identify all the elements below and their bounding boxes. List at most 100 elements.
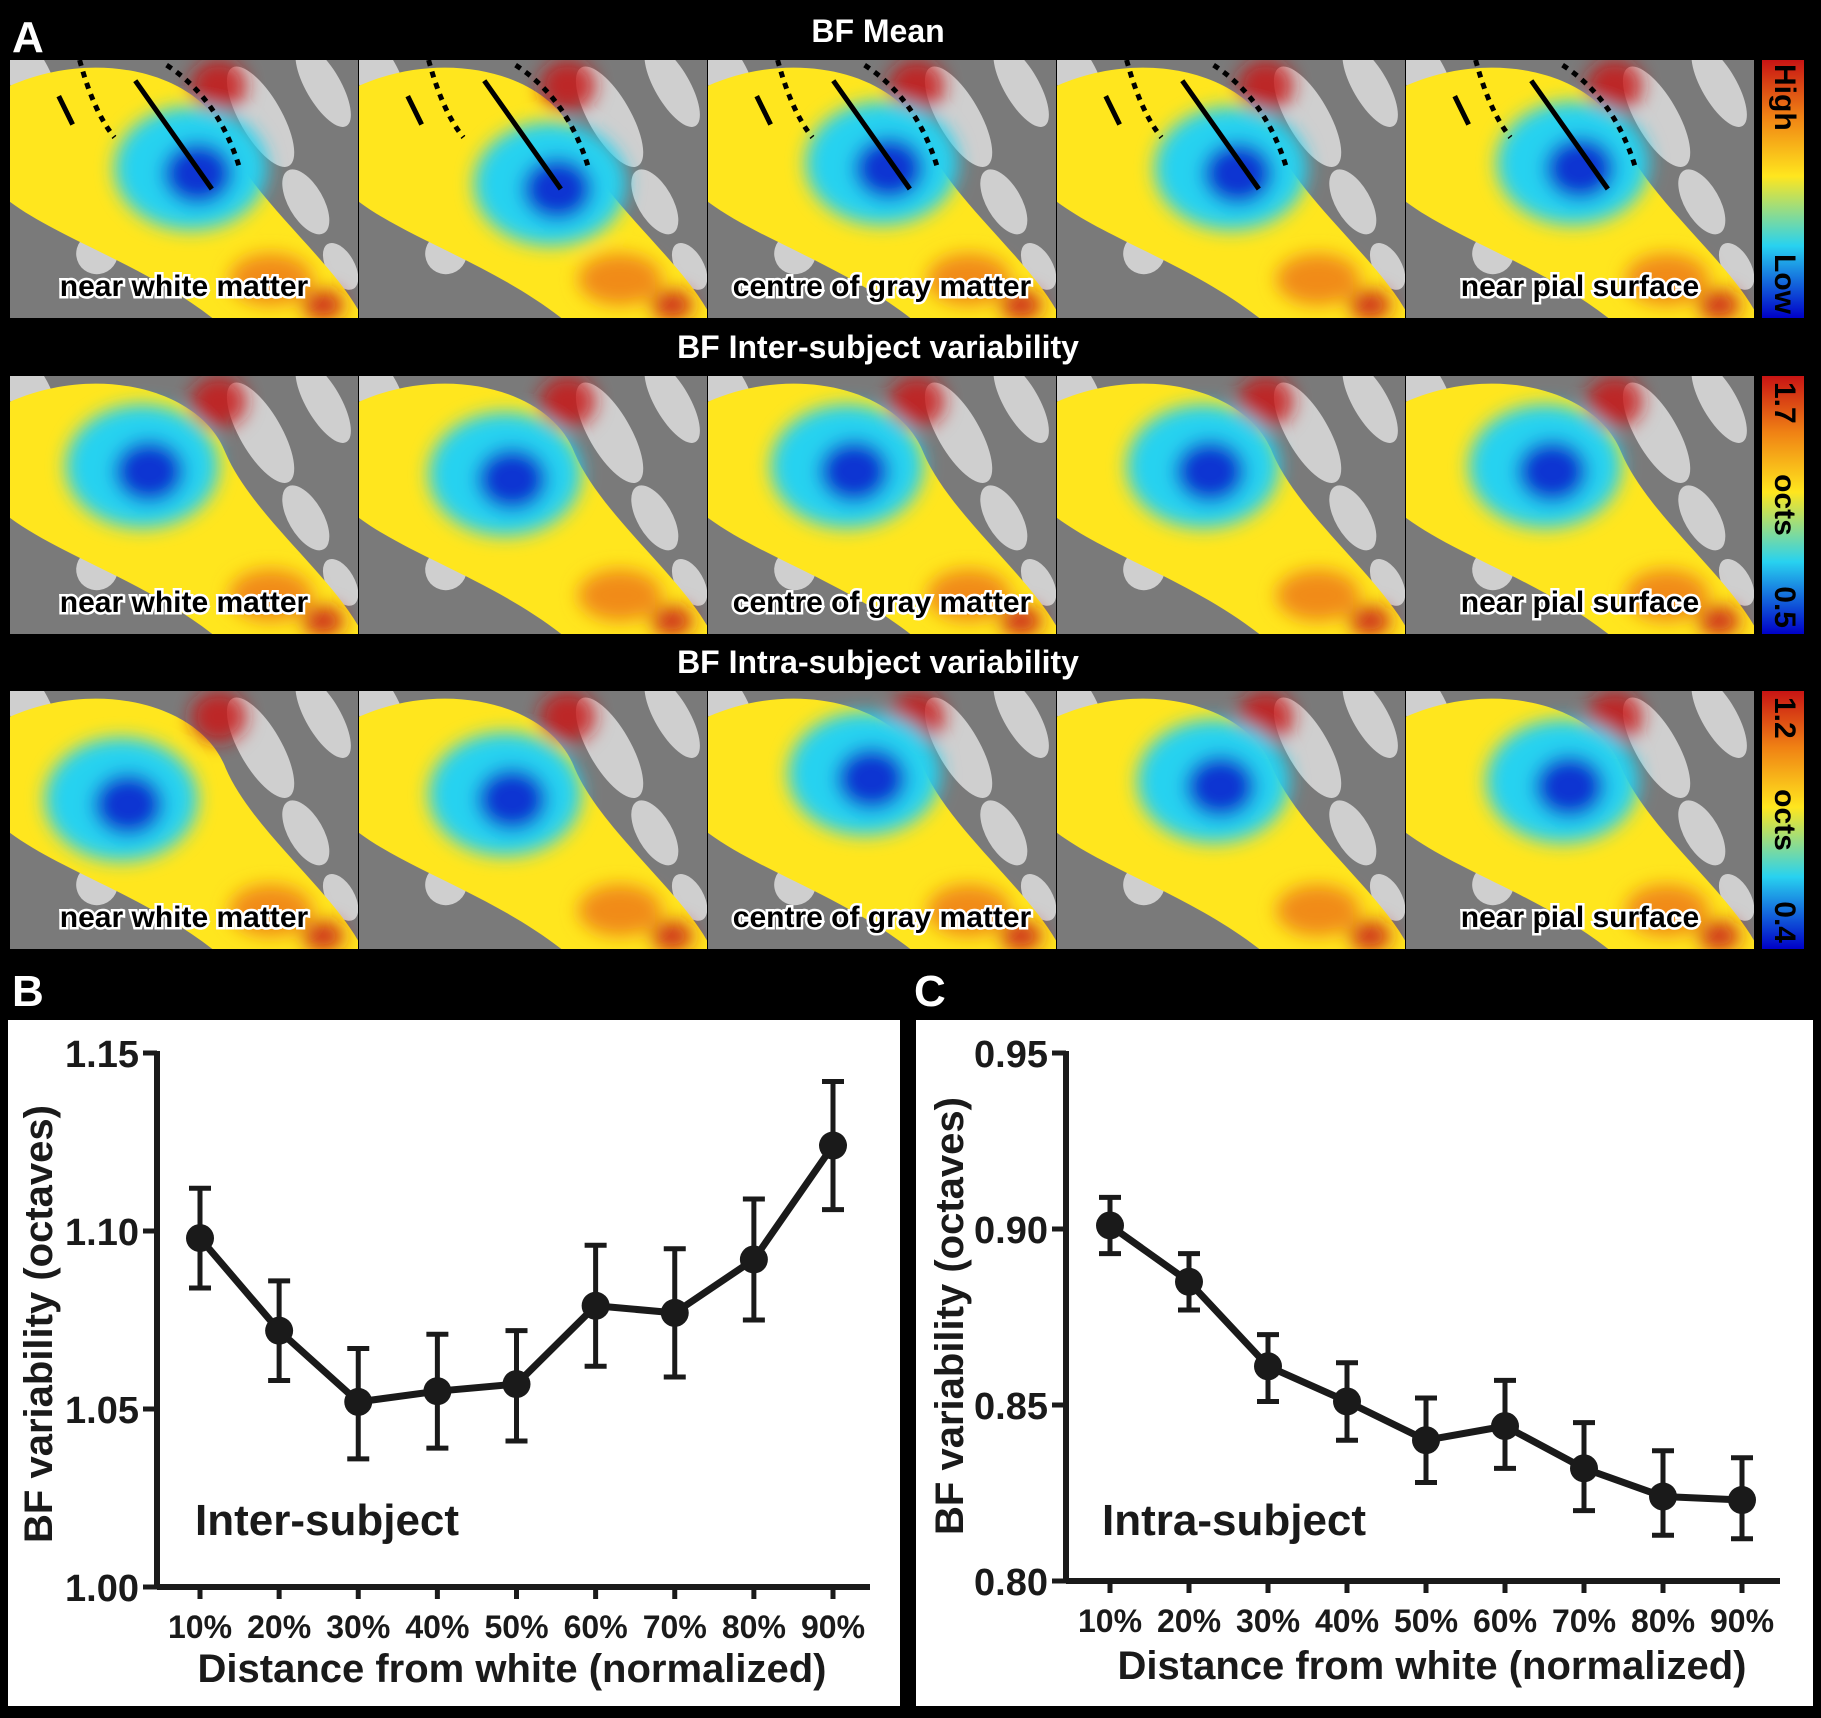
sulcus-shape xyxy=(644,691,700,758)
map-depth-label: near pial surface xyxy=(1461,586,1699,619)
chart-b-annotation: Inter-subject xyxy=(195,1496,459,1545)
sulcus-shape xyxy=(282,169,330,235)
activation-blobs xyxy=(44,691,345,949)
hot-blob xyxy=(1586,60,1643,112)
x-tick-label: 70% xyxy=(643,1609,707,1645)
brain-map-panel xyxy=(10,60,358,318)
scale-inter-bottom: 0.5 xyxy=(1768,586,1801,628)
hot-blob xyxy=(1625,884,1709,937)
color-scale-intra xyxy=(1762,691,1804,949)
activation-blobs xyxy=(770,376,1043,634)
cool-blob-core xyxy=(1534,755,1605,818)
map-depth-label: near white matter xyxy=(60,586,309,619)
sulcus-shape xyxy=(993,691,1049,758)
activation-blobs xyxy=(428,691,694,949)
data-point xyxy=(739,1245,768,1274)
hot-blob xyxy=(539,60,596,112)
sulcus-shape xyxy=(1342,60,1398,127)
boundary-line-solid xyxy=(1529,79,1610,191)
sulcus-shape xyxy=(1691,60,1747,127)
boundary-line-solid xyxy=(482,79,563,191)
x-tick-label: 80% xyxy=(1631,1603,1695,1639)
activation-blobs xyxy=(1486,691,1741,949)
map-depth-label: near pial surface xyxy=(1461,901,1699,934)
x-tick-label: 90% xyxy=(1710,1603,1774,1639)
x-tick-label: 60% xyxy=(564,1609,628,1645)
x-tick-label: 50% xyxy=(484,1609,548,1645)
sulcus-shape xyxy=(631,485,679,551)
panel-letter-c: C xyxy=(914,967,946,1016)
data-point xyxy=(1096,1211,1124,1240)
sulcus-shape xyxy=(1691,376,1747,443)
sulcus-shape xyxy=(980,169,1028,235)
x-tick-label: 40% xyxy=(1315,1603,1379,1639)
sulcus-shape xyxy=(1329,485,1377,551)
cool-blob-core xyxy=(1517,440,1587,503)
activation-blobs xyxy=(1137,691,1392,949)
hot-blob xyxy=(539,376,596,428)
hot-blob xyxy=(578,884,662,937)
data-point xyxy=(660,1298,689,1327)
y-tick-label: 0.90 xyxy=(974,1210,1048,1252)
boundary-line-dashed xyxy=(1561,63,1639,170)
hot-blob xyxy=(1276,253,1360,306)
boundary-line-dashed xyxy=(165,63,243,170)
row-title-mean: BF Mean xyxy=(811,13,944,49)
chart-b-x-label: Distance from white (normalized) xyxy=(198,1647,827,1691)
sulcus-shape xyxy=(1678,800,1726,866)
cool-blob-core xyxy=(1175,440,1245,503)
chart-c-marks xyxy=(1096,1194,1756,1542)
activation-blobs xyxy=(1468,376,1741,634)
brain-map-panel xyxy=(1057,691,1405,949)
scale-inter-top: 1.7 xyxy=(1768,382,1801,424)
brain-map-panel xyxy=(1406,376,1754,634)
hot-blob xyxy=(1276,569,1360,622)
boundary-line-short xyxy=(1452,95,1471,126)
data-point xyxy=(186,1224,214,1253)
brain-map-panel xyxy=(708,691,1056,949)
sulcus-shape xyxy=(1342,691,1398,758)
map-depth-label: near white matter xyxy=(60,270,309,303)
chart-c-annotation: Intra-subject xyxy=(1102,1496,1366,1545)
data-point xyxy=(581,1291,610,1320)
sulcus-shape xyxy=(980,800,1028,866)
data-point xyxy=(344,1387,373,1416)
sulcus-shape xyxy=(1342,376,1398,443)
data-point xyxy=(1728,1486,1756,1515)
hot-blob xyxy=(1000,605,1043,634)
chart-c-x-label: Distance from white (normalized) xyxy=(1118,1644,1747,1688)
data-point xyxy=(1333,1387,1361,1416)
brain-map-panel xyxy=(708,60,1056,318)
brain-map-panel xyxy=(1057,376,1405,634)
boundary-line-short xyxy=(405,95,424,126)
brain-map-panel xyxy=(359,376,707,634)
color-scales: High Low 1.7 octs 0.5 1.2 octs 0.4 xyxy=(1762,60,1804,949)
cool-blob-core xyxy=(522,158,593,220)
x-tick-label: 60% xyxy=(1473,1603,1537,1639)
boundary-line-short xyxy=(1103,95,1122,126)
activation-blobs xyxy=(1496,60,1741,318)
chart-c: 0.80 0.85 0.90 0.95 10% 20% 30% 40% 50% 60% 70% 80%… xyxy=(916,1020,1813,1706)
sulcus-shape xyxy=(295,60,351,127)
sulcus-shape xyxy=(282,800,330,866)
x-tick-label: 30% xyxy=(1236,1603,1300,1639)
data-point xyxy=(1254,1352,1282,1381)
hot-blob xyxy=(302,289,345,318)
hot-blob xyxy=(651,289,694,318)
map-depth-label: near pial surface xyxy=(1461,270,1699,303)
hot-blob xyxy=(1237,376,1294,428)
hot-blob xyxy=(651,920,694,949)
x-tick-label: 10% xyxy=(1078,1603,1142,1639)
x-tick-label: 90% xyxy=(801,1609,865,1645)
chart-b-background xyxy=(8,1020,900,1706)
y-tick-label: 1.05 xyxy=(65,1390,139,1432)
chart-b-ticks: 1.00 1.05 1.10 1.15 10% 20% 30% 40% 50% 60% 70% 80%… xyxy=(65,1034,865,1645)
brain-map-panel xyxy=(359,60,707,318)
sulcus-shape xyxy=(631,800,679,866)
scale-intra-top: 1.2 xyxy=(1768,697,1801,739)
hot-blob xyxy=(1698,289,1741,318)
activation-blobs xyxy=(788,691,1043,949)
sulcus-shape xyxy=(295,376,351,443)
hot-blob xyxy=(190,60,247,112)
sulcus-shape xyxy=(993,376,1049,443)
